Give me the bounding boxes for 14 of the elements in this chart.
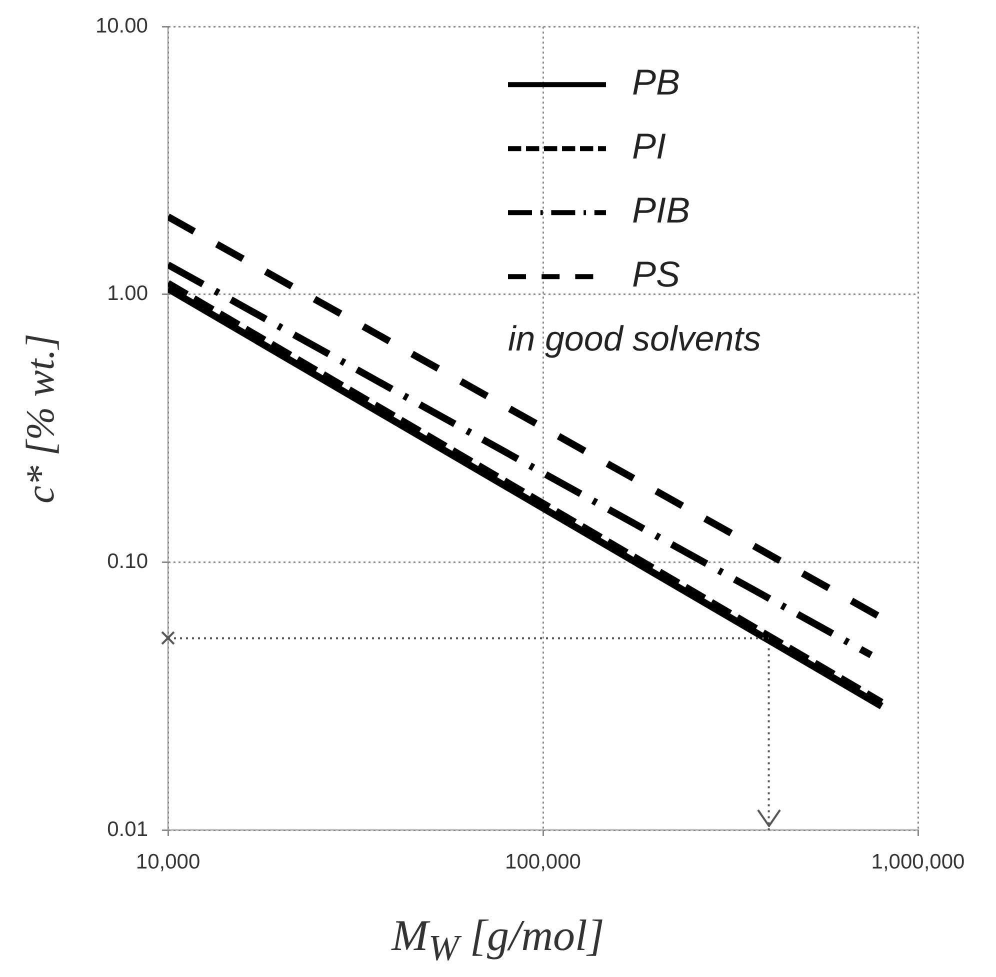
legend-label: PI: [632, 126, 666, 167]
y-tick-label: 1.00: [107, 282, 148, 306]
y-axis-title: c* [% wt.]: [16, 332, 64, 506]
x-axis-title: M$_{W}$ [g/mol]: [390, 910, 606, 969]
x-tick-label: 100,000: [505, 850, 581, 874]
legend-label: PS: [632, 254, 680, 295]
y-tick-label: 0.01: [107, 818, 148, 841]
legend-label: PB: [632, 62, 680, 103]
y-tick-label: 10.00: [95, 14, 148, 38]
annotation: in good solvents: [508, 319, 761, 358]
x-tick-label: 10,000: [136, 850, 200, 874]
legend-label: PIB: [632, 190, 690, 231]
y-tick-label: 0.10: [107, 550, 148, 573]
x-tick-label: 1,000,000: [871, 850, 965, 874]
